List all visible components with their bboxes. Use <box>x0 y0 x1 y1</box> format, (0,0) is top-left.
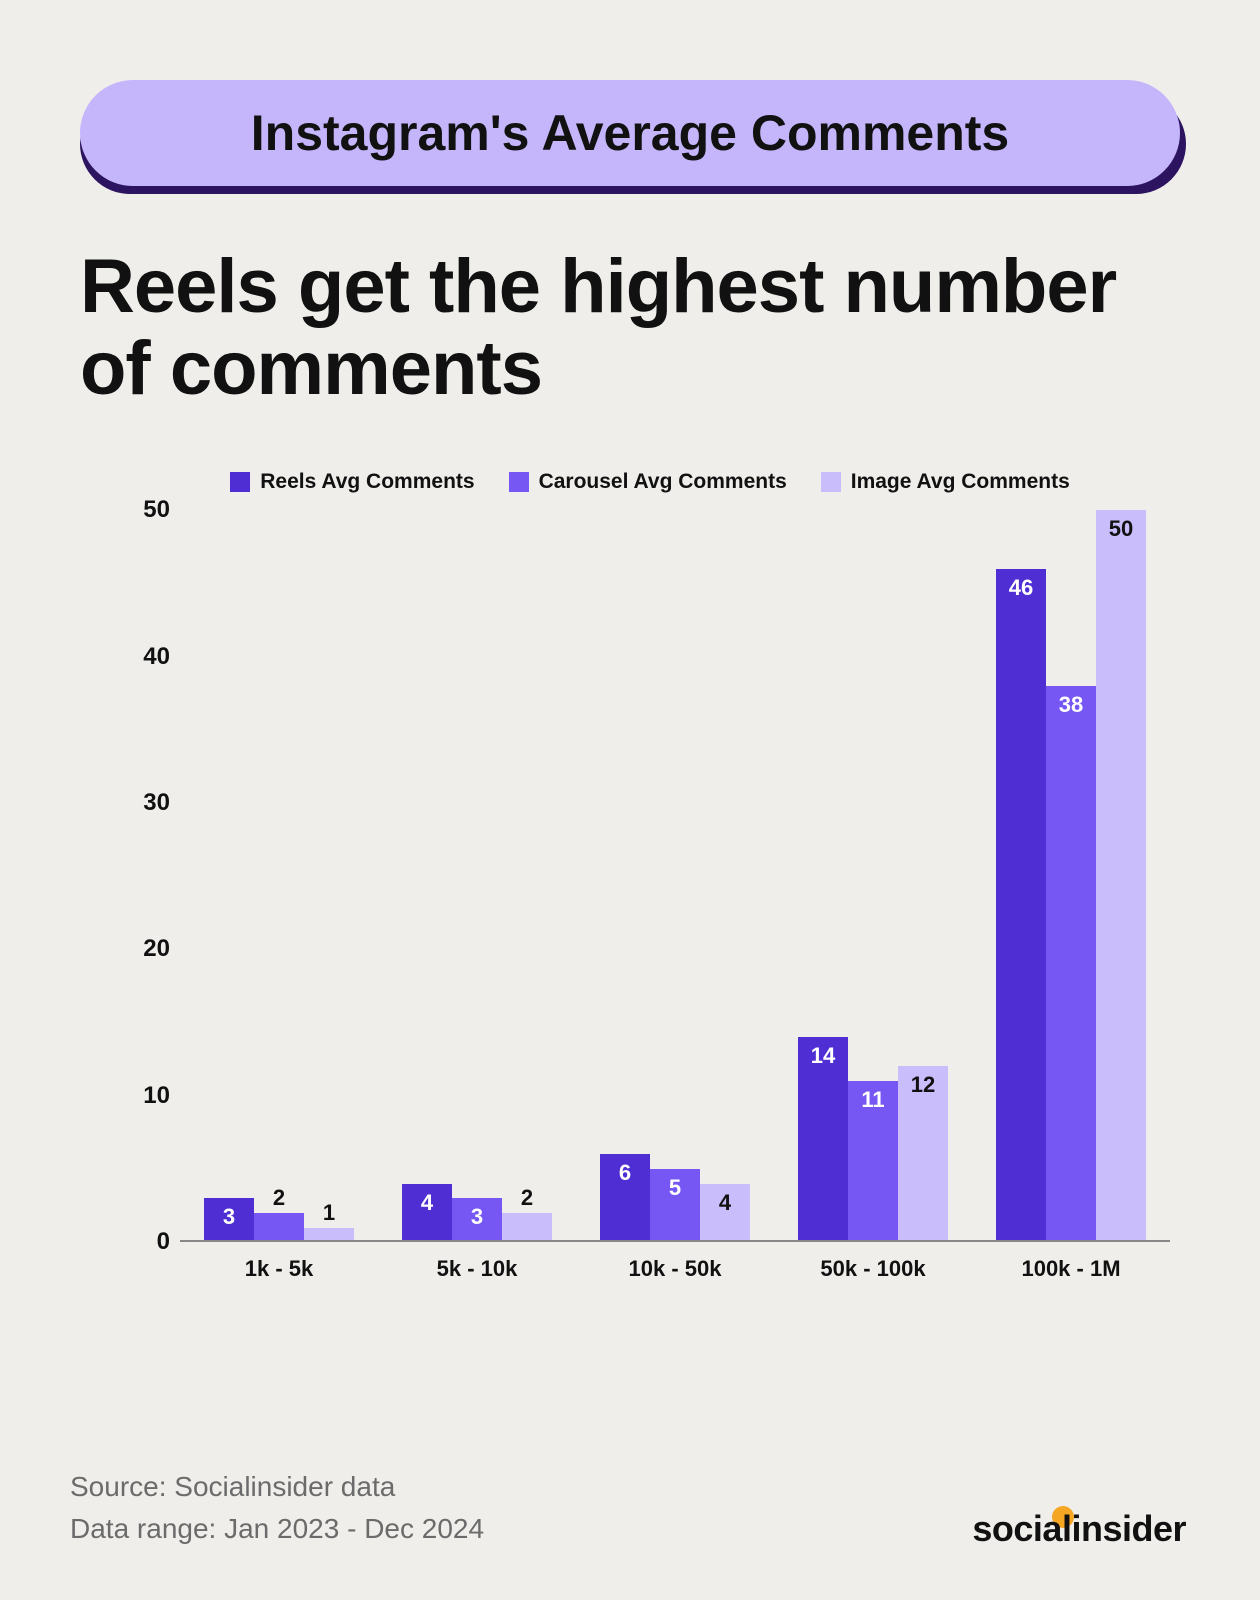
bar: 12 <box>898 1066 948 1242</box>
footer: Source: Socialinsider data Data range: J… <box>70 1466 1190 1550</box>
bar-value-label: 38 <box>1059 692 1083 718</box>
bar-value-label: 1 <box>323 1200 335 1226</box>
y-tick-label: 0 <box>110 1228 170 1256</box>
bar-groups: 321432654141112463850 <box>180 510 1170 1242</box>
pill-label: Instagram's Average Comments <box>80 80 1180 186</box>
bar-chart: Reels Avg Comments Carousel Avg Comments I… <box>110 470 1190 1290</box>
source-line2: Data range: Jan 2023 - Dec 2024 <box>70 1508 484 1550</box>
x-tick-label: 1k - 5k <box>180 1256 378 1282</box>
x-tick-label: 5k - 10k <box>378 1256 576 1282</box>
bar-value-label: 2 <box>521 1185 533 1211</box>
x-tick-label: 10k - 50k <box>576 1256 774 1282</box>
legend-label: Reels Avg Comments <box>260 470 474 494</box>
x-tick-label: 50k - 100k <box>774 1256 972 1282</box>
bar: 11 <box>848 1081 898 1242</box>
logo-text: socialinsider <box>972 1508 1186 1549</box>
y-tick-label: 40 <box>110 643 170 671</box>
bar-group: 46 38 50 <box>972 510 1170 1242</box>
legend-item: Reels Avg Comments <box>230 470 474 494</box>
bar: 46 <box>996 569 1046 1242</box>
bar-value-label: 3 <box>471 1204 483 1230</box>
bar-group: 14 11 12 <box>774 510 972 1242</box>
bar-group: 432 <box>378 510 576 1242</box>
bar: 38 <box>1046 686 1096 1242</box>
bar-value-label: 46 <box>1009 575 1033 601</box>
bar-group: 6 5 4 <box>576 510 774 1242</box>
bar: 50 <box>1096 510 1146 1242</box>
bar-value-label: 6 <box>619 1160 631 1186</box>
bar-value-label: 5 <box>669 1175 681 1201</box>
bar-group: 321 <box>180 510 378 1242</box>
y-tick-label: 50 <box>110 496 170 524</box>
bar-value-label: 2 <box>273 1185 285 1211</box>
x-tick-label: 100k - 1M <box>972 1256 1170 1282</box>
x-axis-labels: 1k - 5k5k - 10k10k - 50k50k - 100k100k -… <box>180 1256 1170 1282</box>
bar-value-label: 4 <box>719 1190 731 1216</box>
bar-value-label: 12 <box>911 1072 935 1098</box>
bar: 3 <box>204 1198 254 1242</box>
title-pill: Instagram's Average Comments <box>80 80 1180 186</box>
bar: 2 <box>502 1213 552 1242</box>
bar-value-label: 14 <box>811 1043 835 1069</box>
headline: Reels get the highest number of comments <box>80 246 1180 410</box>
bar: 14 <box>798 1037 848 1242</box>
plot-area: 321432654141112463850 01020304050 <box>180 510 1170 1242</box>
x-axis-line <box>180 1240 1170 1242</box>
brand-logo: socialinsider <box>972 1508 1190 1550</box>
legend-swatch-icon <box>230 472 250 492</box>
bar: 2 <box>254 1213 304 1242</box>
bar: 4 <box>700 1184 750 1243</box>
bar-value-label: 11 <box>861 1087 884 1113</box>
bar: 5 <box>650 1169 700 1242</box>
y-tick-label: 20 <box>110 935 170 963</box>
legend-swatch-icon <box>821 472 841 492</box>
bar-value-label: 4 <box>421 1190 433 1216</box>
bar: 6 <box>600 1154 650 1242</box>
legend-swatch-icon <box>509 472 529 492</box>
source-line1: Source: Socialinsider data <box>70 1466 484 1508</box>
legend-label: Image Avg Comments <box>851 470 1070 494</box>
bar-value-label: 3 <box>223 1204 235 1230</box>
y-tick-label: 30 <box>110 789 170 817</box>
bar: 4 <box>402 1184 452 1243</box>
bar: 3 <box>452 1198 502 1242</box>
legend-item: Image Avg Comments <box>821 470 1070 494</box>
bar-value-label: 50 <box>1109 516 1133 542</box>
legend-item: Carousel Avg Comments <box>509 470 787 494</box>
y-tick-label: 10 <box>110 1082 170 1110</box>
source-text: Source: Socialinsider data Data range: J… <box>70 1466 484 1550</box>
legend: Reels Avg Comments Carousel Avg Comments I… <box>110 470 1190 494</box>
legend-label: Carousel Avg Comments <box>539 470 787 494</box>
